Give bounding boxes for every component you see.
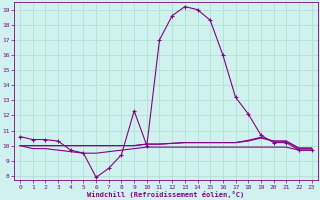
X-axis label: Windchill (Refroidissement éolien,°C): Windchill (Refroidissement éolien,°C) <box>87 191 244 198</box>
